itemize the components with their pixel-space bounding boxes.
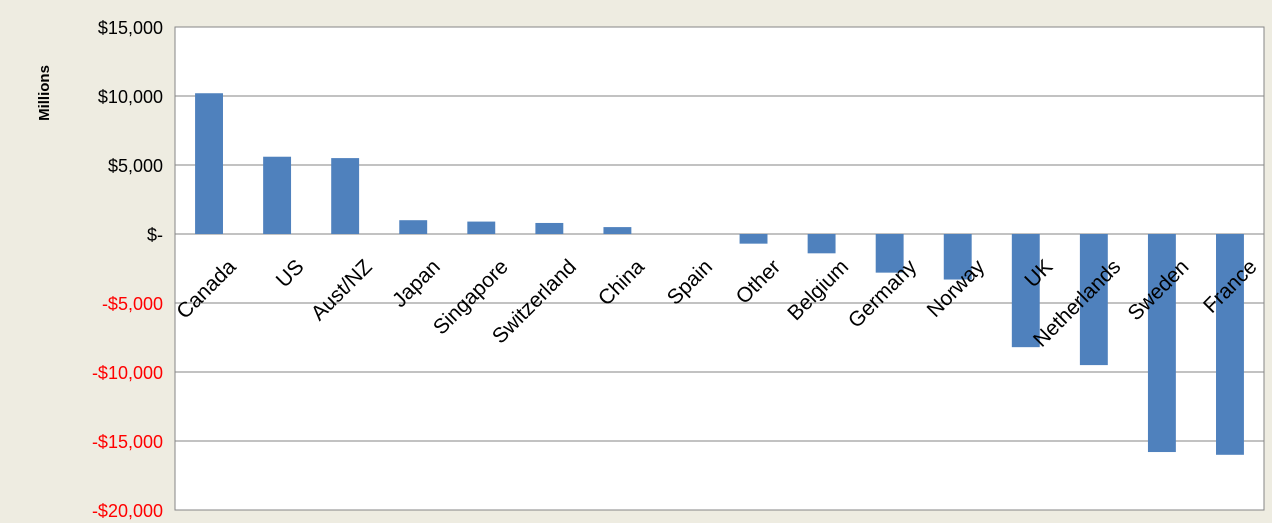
bar-france xyxy=(1216,234,1244,455)
bar-aust-nz xyxy=(331,158,360,234)
y-tick-label: $10,000 xyxy=(98,87,163,107)
gridlines xyxy=(175,26,1264,511)
bar-switzerland xyxy=(535,222,564,234)
bar-singapore xyxy=(467,221,496,234)
bar-norway xyxy=(943,234,972,280)
y-axis-ticks: $15,000 $10,000 $5,000 $- -$5,000 -$10,000 -$1… xyxy=(92,18,163,521)
bar-netherlands xyxy=(1079,234,1108,366)
y-tick-label: -$5,000 xyxy=(102,294,163,314)
bar-uk xyxy=(1011,234,1040,348)
y-tick-label: -$20,000 xyxy=(92,501,163,521)
y-tick-label: -$15,000 xyxy=(92,432,163,452)
y-tick-label: $15,000 xyxy=(98,18,163,38)
bar-china xyxy=(603,227,632,234)
bar-us xyxy=(263,156,292,234)
bar-japan xyxy=(399,220,428,234)
bar-sweden xyxy=(1147,234,1176,453)
y-axis-label: Millions xyxy=(36,65,53,121)
y-tick-label: -$10,000 xyxy=(92,363,163,383)
bar-other xyxy=(739,234,768,244)
y-tick-label: $5,000 xyxy=(108,156,163,176)
bar-belgium xyxy=(807,234,836,254)
bar-canada xyxy=(195,93,223,235)
bars xyxy=(195,93,1244,455)
y-tick-label: $- xyxy=(147,225,163,245)
bar-germany xyxy=(875,234,904,273)
